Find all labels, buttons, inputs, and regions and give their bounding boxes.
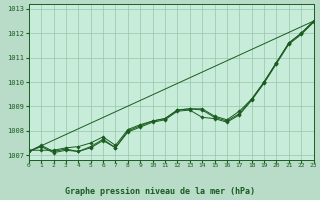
Text: Graphe pression niveau de la mer (hPa): Graphe pression niveau de la mer (hPa): [65, 187, 255, 196]
